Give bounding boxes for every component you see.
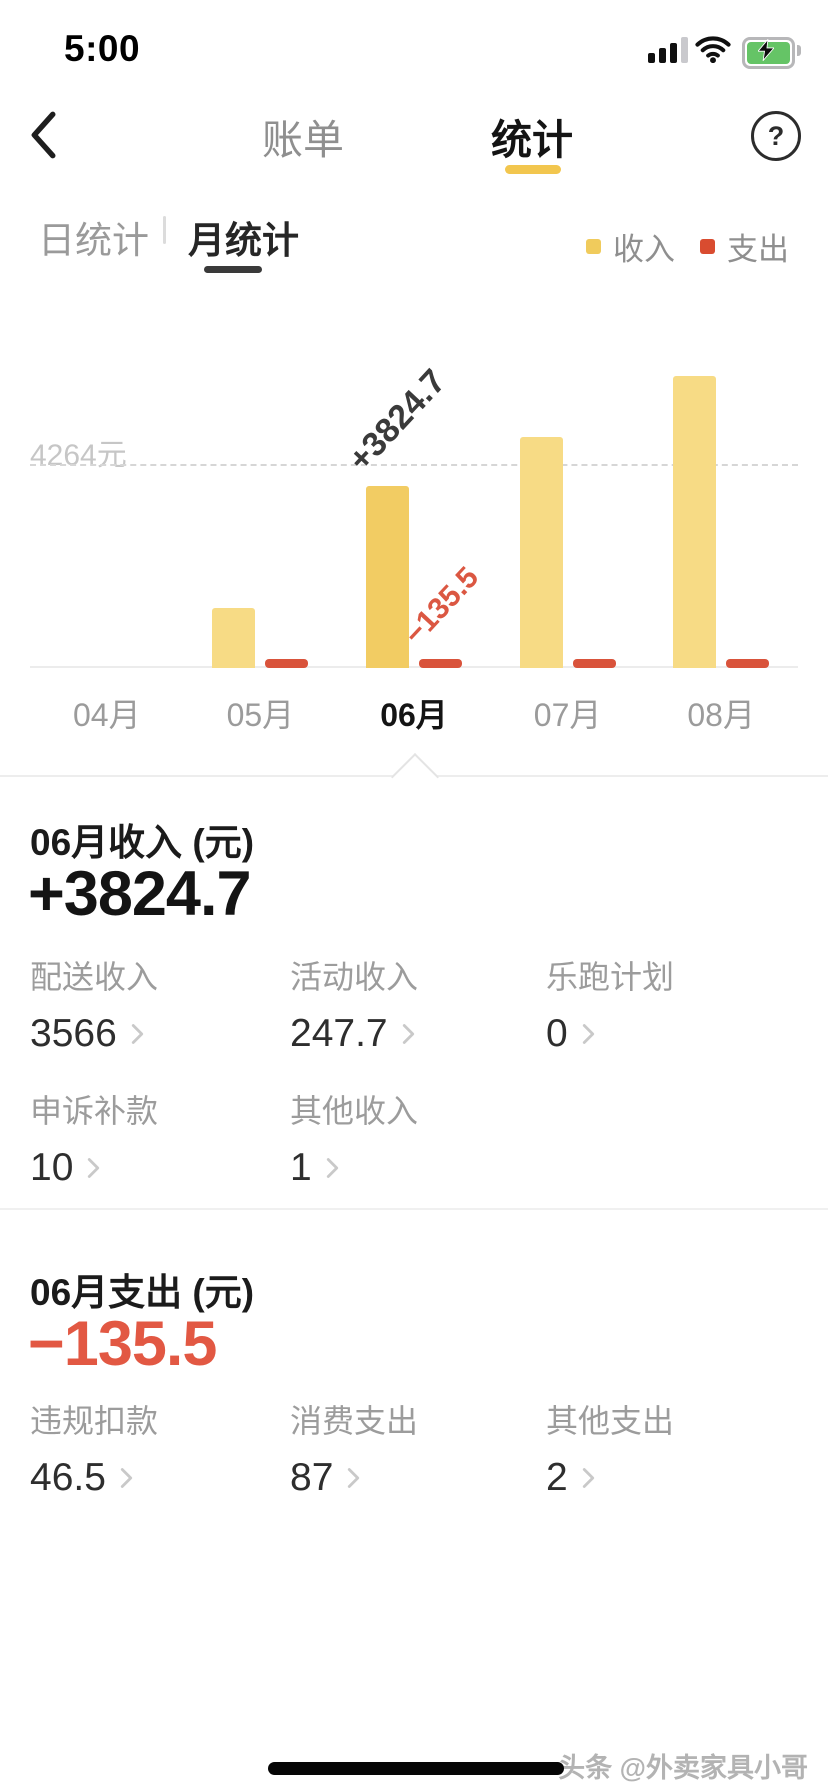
item-label: 配送收入 (30, 959, 159, 995)
chart-baseline (30, 666, 798, 668)
month-label[interactable]: 05月 (226, 697, 295, 733)
breakdown-item[interactable]: 申诉补款 10 (30, 1086, 290, 1190)
item-value: 10 (30, 1146, 74, 1189)
chevron-right-icon (582, 1468, 594, 1488)
battery-charging-icon (742, 37, 801, 69)
item-value-row[interactable]: 0 (546, 1012, 798, 1056)
expense-swatch (700, 239, 715, 254)
item-value: 3566 (30, 1012, 117, 1055)
section-divider (0, 1208, 828, 1210)
income-bar[interactable] (366, 486, 409, 668)
item-value-row[interactable]: 46.5 (30, 1456, 290, 1500)
item-value-row[interactable]: 247.7 (290, 1012, 546, 1056)
expense-breakdown-grid: 违规扣款 46.5 消费支出 87 其他支出 2 (30, 1396, 798, 1500)
item-value: 1 (290, 1146, 312, 1189)
expense-bar[interactable] (419, 659, 462, 668)
month-label[interactable]: 08月 (687, 697, 755, 733)
legend-expense-label: 支出 (727, 232, 789, 267)
status-time: 5:00 (64, 28, 141, 69)
wifi-icon (694, 35, 732, 68)
item-label: 活动收入 (290, 959, 419, 995)
active-tab-underline (505, 165, 561, 174)
help-button[interactable]: ? (751, 111, 801, 161)
subtab-monthly-stats[interactable]: 月统计 (188, 220, 299, 261)
breakdown-item[interactable]: 消费支出 87 (290, 1396, 546, 1500)
reference-dashed-line (30, 464, 798, 466)
signal-strength-icon (648, 36, 688, 63)
chevron-right-icon (582, 1024, 594, 1044)
income-bar[interactable] (519, 437, 563, 668)
legend-expense: 支出 (700, 224, 789, 269)
item-label: 申诉补款 (30, 1093, 159, 1129)
chevron-right-icon (402, 1024, 414, 1044)
item-label: 消费支出 (290, 1403, 419, 1439)
selected-expense-annotation: −135.5 (397, 560, 486, 651)
home-indicator[interactable] (268, 1762, 564, 1775)
item-value-row[interactable]: 87 (290, 1456, 546, 1500)
item-value: 247.7 (290, 1012, 388, 1055)
breakdown-item[interactable]: 活动收入 247.7 (290, 952, 546, 1056)
legend-income-label: 收入 (613, 232, 675, 267)
item-value: 87 (290, 1456, 334, 1499)
month-label[interactable]: 06月 (380, 697, 448, 733)
income-total-value: +3824.7 (28, 859, 251, 929)
tab-bills[interactable]: 账单 (262, 117, 344, 163)
month-label[interactable]: 07月 (533, 697, 602, 733)
income-bar[interactable] (673, 376, 717, 668)
breakdown-item[interactable]: 其他支出 2 (546, 1396, 798, 1500)
income-swatch (586, 239, 601, 254)
active-subtab-underline (204, 266, 262, 273)
chevron-right-icon (120, 1468, 133, 1488)
item-value: 2 (546, 1456, 568, 1499)
expense-bar[interactable] (726, 659, 770, 668)
item-label: 乐跑计划 (546, 959, 675, 995)
expense-bar[interactable] (572, 659, 616, 668)
chevron-right-icon (326, 1158, 338, 1178)
income-bar[interactable] (212, 608, 256, 668)
selected-income-annotation: +3824.7 (340, 362, 454, 479)
subtab-daily-stats[interactable]: 日统计 (38, 220, 149, 261)
expense-total-value: −135.5 (28, 1309, 217, 1379)
breakdown-item[interactable]: 其他收入 1 (290, 1086, 546, 1190)
item-label: 其他支出 (546, 1403, 675, 1439)
chevron-right-icon (131, 1024, 143, 1044)
expense-bar[interactable] (265, 659, 309, 668)
breakdown-item[interactable]: 乐跑计划 0 (546, 952, 798, 1056)
chevron-right-icon (88, 1158, 100, 1178)
chevron-right-icon (348, 1468, 360, 1488)
monthly-bar-chart: 4264元 04月 05月 06月 +3824.7 −135.5 07月 08月 (0, 0, 828, 828)
subtab-separator (163, 216, 166, 244)
legend-income: 收入 (586, 224, 675, 269)
item-value: 0 (546, 1012, 568, 1055)
tab-statistics[interactable]: 统计 (491, 117, 573, 163)
reference-line-label: 4264元 (30, 439, 127, 472)
breakdown-item[interactable]: 违规扣款 46.5 (30, 1396, 290, 1500)
item-value: 46.5 (30, 1456, 106, 1499)
item-value-row[interactable]: 3566 (30, 1012, 290, 1056)
item-value-row[interactable]: 10 (30, 1146, 290, 1190)
expense-section-title: 06月支出 (元) (30, 1272, 255, 1313)
item-label: 违规扣款 (30, 1403, 159, 1439)
income-breakdown-grid: 配送收入 3566 活动收入 247.7 乐跑计划 0 申诉补款 10 其他收入 1 (30, 952, 798, 1190)
income-section-title: 06月收入 (元) (30, 822, 255, 863)
month-label[interactable]: 04月 (72, 697, 141, 733)
back-button[interactable] (26, 110, 66, 160)
watermark: 头条 @外卖家具小哥 (558, 1753, 808, 1783)
item-value-row[interactable]: 1 (290, 1146, 546, 1190)
breakdown-item[interactable]: 配送收入 3566 (30, 952, 290, 1056)
item-label: 其他收入 (290, 1093, 419, 1129)
item-value-row[interactable]: 2 (546, 1456, 798, 1500)
